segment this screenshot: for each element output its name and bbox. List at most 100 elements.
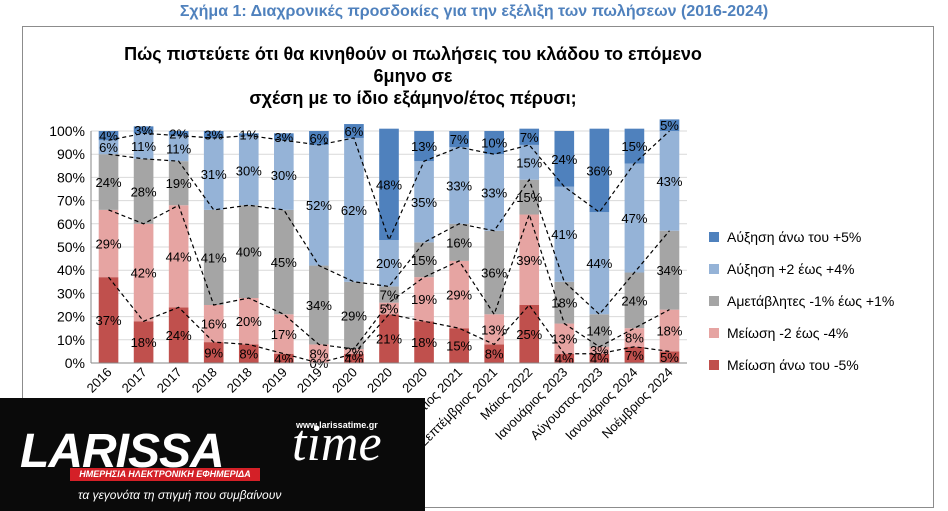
data-label: 5% bbox=[660, 350, 679, 365]
bar-segment bbox=[554, 281, 575, 324]
bar-segment bbox=[624, 272, 645, 329]
bar-segment bbox=[168, 131, 189, 136]
bar-segment bbox=[344, 124, 364, 138]
bar-segment bbox=[449, 131, 469, 148]
stacked-bar-chart: 37%29%24%6%4%18%42%28%11%3%24%44%19%11%2… bbox=[49, 118, 687, 449]
bar-segment bbox=[133, 223, 154, 322]
bar-segment bbox=[203, 342, 224, 363]
bar-segment bbox=[554, 353, 575, 363]
data-label: 4% bbox=[274, 351, 293, 366]
data-label: 40% bbox=[236, 245, 262, 260]
bar-segment bbox=[449, 147, 469, 224]
bar-segment bbox=[519, 214, 540, 305]
data-label: 36% bbox=[586, 163, 612, 178]
bar-segment bbox=[449, 223, 469, 261]
y-tick-label: 40% bbox=[57, 262, 85, 278]
data-label: 14% bbox=[586, 324, 612, 339]
bar-segment bbox=[203, 305, 224, 343]
data-label: 44% bbox=[166, 249, 192, 264]
legend-item: Μείωση άνω του -5% bbox=[709, 349, 894, 381]
y-tick-label: 80% bbox=[57, 169, 85, 185]
data-label: 13% bbox=[551, 332, 577, 347]
x-tick-label: 2018 bbox=[224, 365, 255, 396]
bar-segment bbox=[624, 128, 645, 164]
data-label: 24% bbox=[621, 293, 647, 308]
legend-label: Μείωση άνω του -5% bbox=[727, 357, 859, 373]
data-label: 16% bbox=[201, 317, 227, 332]
bar-segment bbox=[484, 314, 504, 345]
bar-segment bbox=[484, 344, 504, 363]
bar-segment bbox=[274, 353, 294, 363]
data-label: 17% bbox=[271, 327, 297, 342]
bar-segment bbox=[344, 281, 364, 350]
bar-segment bbox=[238, 298, 259, 345]
bar-segment bbox=[203, 209, 224, 305]
bar-segment bbox=[98, 277, 119, 363]
data-label: 21% bbox=[376, 332, 402, 347]
bar-segment bbox=[589, 353, 610, 363]
data-label: 3% bbox=[590, 343, 609, 358]
data-label: 19% bbox=[166, 176, 192, 191]
data-label: 44% bbox=[586, 256, 612, 271]
data-label: 7% bbox=[380, 288, 399, 303]
logo-tagline: τα γεγονότα τη στιγμή που συμβαίνουν bbox=[78, 488, 282, 502]
data-label: 24% bbox=[96, 175, 122, 190]
y-tick-label: 100% bbox=[49, 123, 85, 139]
data-label: 7% bbox=[625, 348, 644, 363]
y-tick-label: 30% bbox=[57, 285, 85, 301]
legend-item: Μείωση -2 έως -4% bbox=[709, 317, 894, 349]
data-label: 13% bbox=[481, 322, 507, 337]
bar-segment bbox=[414, 277, 434, 322]
bar-segment bbox=[203, 131, 224, 138]
bar-segment bbox=[309, 131, 329, 145]
legend-swatch bbox=[709, 360, 719, 370]
bar-segment bbox=[379, 314, 399, 363]
data-label: 15% bbox=[621, 139, 647, 154]
legend-swatch bbox=[709, 328, 719, 338]
data-label: 15% bbox=[516, 190, 542, 205]
data-label: 34% bbox=[306, 298, 332, 313]
data-label: 34% bbox=[656, 263, 682, 278]
data-label: 8% bbox=[625, 330, 644, 345]
bar-segment bbox=[379, 286, 399, 303]
bar-segment bbox=[659, 351, 680, 363]
bar-segment bbox=[659, 230, 680, 310]
legend: Αύξηση άνω του +5% Αύξηση +2 έως +4% Αμετά… bbox=[709, 221, 894, 381]
data-label: 24% bbox=[166, 328, 192, 343]
data-label: 10% bbox=[481, 136, 507, 151]
y-tick-label: 50% bbox=[57, 239, 85, 255]
data-label: 8% bbox=[485, 347, 504, 362]
x-tick-label: 2016 bbox=[84, 365, 115, 396]
legend-swatch bbox=[709, 232, 719, 242]
y-tick-label: 20% bbox=[57, 309, 85, 325]
data-label: 11% bbox=[131, 139, 156, 154]
bar-segment bbox=[519, 128, 540, 145]
data-label: 15% bbox=[516, 155, 542, 170]
legend-swatch bbox=[709, 264, 719, 274]
series-line bbox=[108, 276, 670, 364]
bar-segment bbox=[98, 209, 119, 278]
data-label: 30% bbox=[271, 168, 297, 183]
y-tick-label: 60% bbox=[57, 216, 85, 232]
data-label: 18% bbox=[131, 335, 157, 350]
bar-segment bbox=[554, 131, 575, 187]
bar-segment bbox=[659, 119, 680, 131]
bar-segment bbox=[624, 346, 645, 363]
legend-label: Μείωση -2 έως -4% bbox=[727, 325, 849, 341]
bar-segment bbox=[449, 260, 469, 329]
data-label: 29% bbox=[96, 237, 122, 252]
bar-segment bbox=[238, 135, 259, 206]
bar-segment bbox=[98, 131, 119, 141]
bar-segment bbox=[519, 179, 540, 215]
data-label: 29% bbox=[446, 288, 472, 303]
data-label: 2% bbox=[169, 126, 188, 141]
data-label: 3% bbox=[134, 123, 153, 138]
chart-title-line-2: σχέση με το ίδιο εξάμηνο/έτος πέρυσι; bbox=[249, 88, 577, 108]
y-tick-label: 70% bbox=[57, 193, 85, 209]
bar-segment bbox=[309, 344, 329, 363]
bar-segment bbox=[168, 135, 189, 162]
legend-label: Αύξηση άνω του +5% bbox=[727, 229, 862, 245]
bar-segment bbox=[519, 305, 540, 363]
bar-segment bbox=[168, 205, 189, 308]
bar-segment bbox=[133, 133, 154, 159]
